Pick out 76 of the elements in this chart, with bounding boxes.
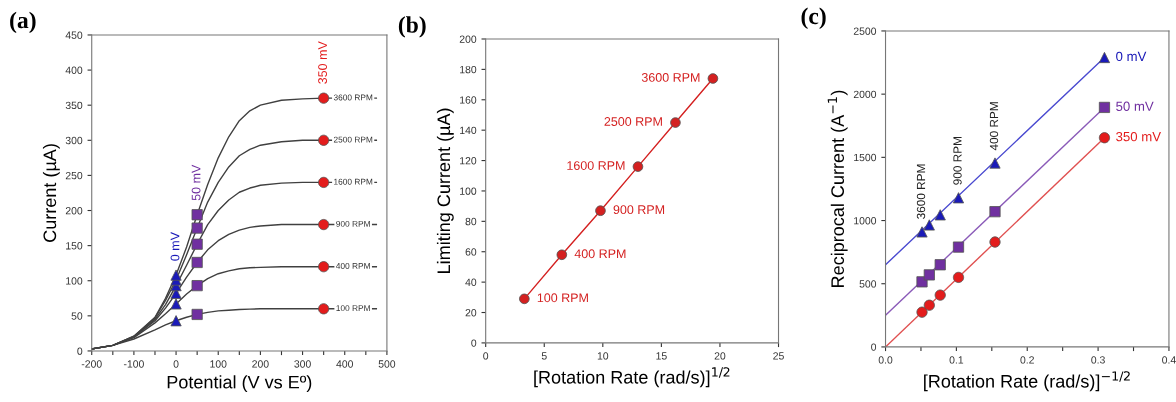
y-tick-label: 200	[65, 207, 83, 215]
x-tick-label: 0.3	[1091, 356, 1105, 364]
annotation: 1600 RPM	[334, 178, 373, 185]
x-tick-label: 0.1	[949, 356, 964, 364]
x-tick-label: 200	[252, 360, 269, 368]
x-tick-label: 0.2	[1020, 356, 1034, 364]
y-tick-label: 180	[460, 65, 477, 74]
x-tick-label: 25	[773, 352, 784, 360]
x-tick-label: 500	[378, 360, 396, 368]
annotation: 1600 RPM	[567, 161, 625, 170]
x-tick-label: 15	[656, 352, 667, 360]
x-tick-label: -200	[81, 360, 102, 368]
y-tick-label: 500	[859, 280, 877, 288]
x-tick-label: 300	[294, 360, 311, 368]
y-tick-label: 20	[465, 309, 477, 317]
series-label: 0 mV	[1116, 51, 1147, 62]
chart-title: (b)	[398, 16, 426, 38]
annotation: 3600 RPM	[333, 94, 373, 101]
text: 50 mV	[191, 164, 201, 201]
y-tick-label: 80	[465, 217, 477, 226]
y-axis-title: Current (µA)	[42, 144, 60, 242]
text: 0 mV	[170, 232, 180, 261]
y-tick-label: 400	[65, 66, 83, 74]
y-axis-title: Limiting Current (µA)	[436, 108, 454, 273]
y-tick-label: 100	[66, 277, 83, 285]
annotation: 2500 RPM	[333, 136, 373, 143]
annotation: 100 RPM	[336, 305, 370, 312]
annotation: 900 RPM	[613, 205, 665, 215]
y-tick-label: 350	[65, 101, 83, 110]
y-tick-label: 1500	[854, 153, 877, 162]
annotation: 100 RPM	[537, 293, 588, 303]
annotation: 400 RPM	[989, 102, 999, 151]
y-tick-label: 140	[460, 126, 477, 135]
text: 350 mV	[318, 41, 328, 84]
y-tick-label: 60	[465, 248, 477, 256]
y-tick-label: 0	[471, 339, 477, 347]
series-label: 350 mV	[1116, 131, 1161, 142]
annotation: 400 RPM	[574, 249, 626, 259]
y-tick-label: 50	[71, 312, 83, 320]
x-axis-title: Potential (V vs Eº)	[167, 375, 312, 393]
series-label: 50 mV	[1116, 101, 1154, 111]
y-tick-label: 0	[871, 343, 877, 351]
annotation: 400 RPM	[335, 263, 370, 269]
y-tick-label: 0	[77, 347, 83, 355]
y-tick-label: 450	[65, 31, 83, 39]
y-tick-label: 40	[465, 278, 477, 286]
y-tick-label: 200	[459, 35, 477, 43]
x-axis-title: [Rotation Rate (rad/s)]$^{1/2}$	[534, 367, 730, 388]
chart-title: (a)	[10, 11, 36, 34]
x-axis-title: [Rotation Rate (rad/s)]$^{−1/2}$	[924, 371, 1130, 392]
x-tick-label: 5	[541, 352, 547, 360]
x-tick-label: 0	[483, 352, 489, 360]
y-tick-label: 150	[66, 242, 83, 250]
annotation: 3600 RPM	[916, 164, 926, 219]
annotation: 3600 RPM	[641, 73, 700, 82]
y-axis-title: Reciprocal Current (A$^{−1}$)	[827, 90, 848, 287]
chart-title: (c)	[801, 7, 826, 30]
x-tick-label: 0	[173, 360, 179, 368]
x-tick-label: 20	[714, 352, 726, 360]
annotation: 900 RPM	[953, 137, 962, 185]
x-tick-label: 400	[336, 360, 354, 368]
y-tick-label: 1000	[854, 217, 877, 225]
y-tick-label: 120	[460, 157, 477, 165]
x-tick-label: 0.0	[878, 356, 893, 364]
annotation: 2500 RPM	[604, 117, 662, 126]
x-tick-label: -100	[123, 360, 144, 368]
y-tick-label: 2000	[853, 90, 877, 99]
annotation: 900 RPM	[336, 220, 370, 227]
x-tick-label: 10	[597, 352, 609, 360]
x-tick-label: 0.4	[1162, 356, 1176, 364]
x-tick-label: 100	[210, 360, 227, 368]
y-tick-label: 100	[460, 187, 477, 195]
y-tick-label: 250	[65, 171, 83, 180]
y-tick-label: 160	[460, 96, 477, 104]
y-tick-label: 300	[65, 136, 83, 145]
y-tick-label: 2500	[853, 27, 877, 35]
